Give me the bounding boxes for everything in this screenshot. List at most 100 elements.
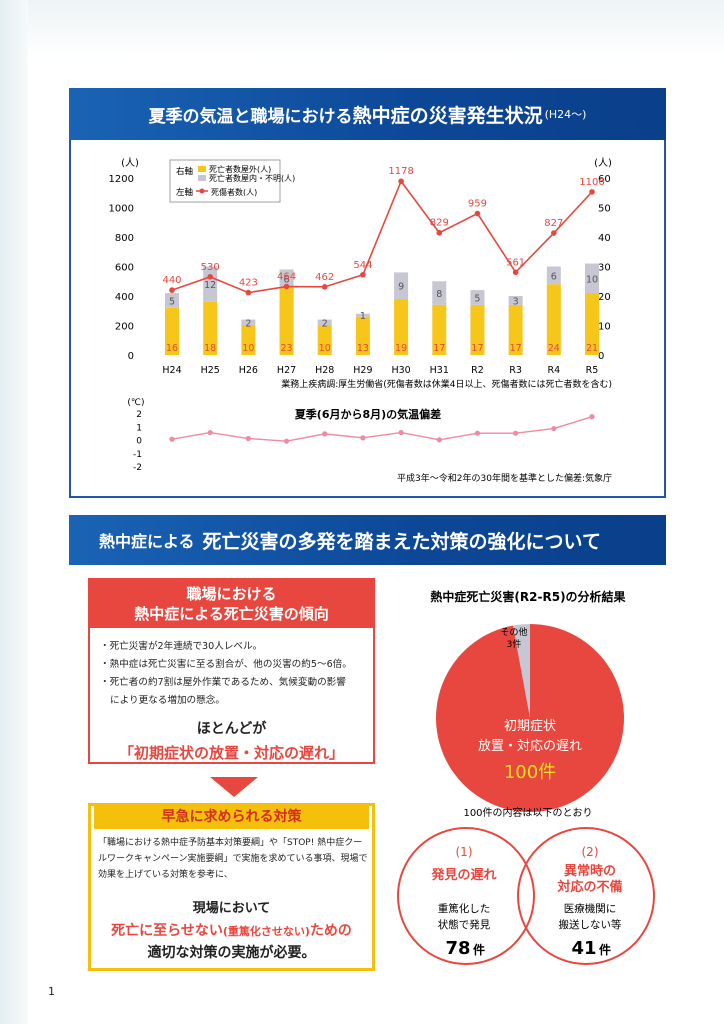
measures-box [88,803,375,971]
casualty-label: 423 [239,278,258,289]
bar-outdoor [432,304,447,355]
temp-note: 平成3年〜令和2年の30年間を基準とした偏差:気象庁 [397,472,612,484]
tendency-heading-2: 熱中症による死亡災害の傾向 [134,605,329,623]
section2-title-a: 熱中症による [99,532,195,551]
right-tick-label: 0 [598,351,604,362]
bullet-1: ・死亡災害が2年連続で30人レベル。 [100,641,263,652]
x-tick-label: R3 [509,365,522,376]
measures-line-2b: (重篤化させない) [222,925,310,938]
cause-2-desc-1: 医療機関に [564,902,617,915]
casualty-label: 829 [430,218,449,229]
casualty-point [245,289,252,296]
pie-slice-other [512,624,530,718]
right-tick-label: 30 [598,263,611,274]
bar-outdoor-label: 16 [166,343,178,354]
left-tick-label: 1000 [109,204,134,215]
casualty-point [398,178,404,185]
cause-1-desc-2: 状態で発見 [438,918,491,931]
measures-line-1: 現場において [192,901,271,916]
temp-point [322,431,328,437]
bar-indoor-label: 5 [169,296,175,307]
cause-2-title-2: 対応の不備 [556,879,622,895]
pie-slice-main [436,624,624,812]
bar-outdoor-label: 13 [357,343,369,354]
pie-label-other: その他 [500,626,527,638]
bar-outdoor-label: 23 [280,343,292,354]
cause-1-circle [397,827,535,965]
right-axis-unit: (人) [594,157,612,169]
casualty-label: 1106 [579,177,604,188]
casualty-label: 530 [201,262,220,273]
casualty-point [283,283,290,290]
tendency-box: 職場における 熱中症による死亡災害の傾向 ・死亡災害が2年連続で30人レベル。 … [88,578,375,764]
bar-indoor [279,269,294,288]
bar-indoor [355,313,370,317]
legend-indoor: 死亡者数屋内・不明(人) [209,173,295,183]
bar-indoor-label: 2 [322,319,328,330]
temp-line [171,415,593,442]
temp-title: 夏季(6月から8月)の気温偏差 [295,407,441,421]
pie-label-main-2: 放置・対応の遅れ [478,739,582,754]
temp-unit: (℃) [127,398,144,408]
x-tick-label: H25 [201,365,220,376]
bar-outdoor-label: 10 [319,343,331,354]
right-tick-label: 40 [598,233,611,244]
bar-outdoor [355,316,370,355]
cause-2-desc-2: 搬送しない等 [559,918,622,931]
left-tick-label: 600 [115,263,134,274]
delay-label: 「初期症状の放置・対応の遅れ」 [118,744,344,762]
bar-outdoor-label: 18 [204,343,216,354]
pie-title: 熱中症死亡災害(R2-R5)の分析結果 [430,589,625,604]
bar-outdoor [203,301,218,355]
x-tick-label: H26 [239,365,258,376]
bullet-2: ・熱中症は死亡災害に至る割合が、他の災害の約5〜6倍。 [100,659,352,670]
legend-casualty-marker [199,188,205,194]
casualty-label: 561 [506,257,525,268]
temp-tick-label: -2 [133,463,142,473]
measures-heading: 早急に求められる対策 [94,805,369,829]
casualty-label: 1178 [388,166,413,177]
bullet-3-cont: により更なる増加の懸念。 [110,695,225,706]
casualty-label: 827 [544,218,563,229]
bar-indoor [165,293,179,308]
measures-line-3: 適切な対策の実施が必要。 [147,945,316,961]
temp-point [169,436,175,442]
casualty-point [551,230,557,236]
measures-line-2: 死亡に至らせない(重篤化させない)ための [88,920,375,940]
temp-point [360,435,366,441]
bar-indoor [470,290,485,305]
bar-indoor-label: 1 [360,311,366,322]
casualty-point [360,271,366,278]
breakdown-note: 100件の内容は以下のとおり [463,806,592,819]
right-tick-label: 20 [598,292,611,303]
tendency-heading: 職場における 熱中症による死亡災害の傾向 [90,580,373,628]
section1-title-b: 熱中症の災害発生状況 [352,104,543,127]
top-scan-shade [0,0,724,60]
left-axis-unit: (人) [121,157,139,169]
cause-2-unit: 件 [599,942,611,957]
measures-line-2c: ための [309,923,352,939]
bar-outdoor [508,304,523,355]
pie-value-other: 3件 [507,638,522,650]
bar-outdoor-label: 10 [242,343,254,354]
bar-indoor-label: 6 [551,271,557,282]
temp-tick-label: 2 [136,410,142,420]
legend-right-axis: 右軸 [176,166,193,177]
bar-outdoor [394,298,409,355]
x-tick-label: H24 [162,365,181,376]
legend-outdoor: 死亡者数屋外(人) [209,164,271,174]
x-tick-label: H29 [353,365,372,376]
section1-title: 夏季の気温と職場における 熱中症の災害発生状況 (H24〜) [69,88,666,140]
left-tick-label: 0 [128,351,134,362]
x-tick-label: H31 [430,365,449,376]
casualty-point [207,274,213,280]
temp-tick-label: -1 [133,450,142,460]
casualty-label: 464 [277,272,296,283]
legend-casualties: 死傷者数(人) [211,187,257,197]
bar-outdoor [279,287,294,355]
bar-outdoor-label: 21 [586,343,598,354]
casualty-label: 462 [315,272,334,283]
bar-indoor-label: 10 [586,274,598,285]
bar-indoor-label: 12 [204,280,216,291]
